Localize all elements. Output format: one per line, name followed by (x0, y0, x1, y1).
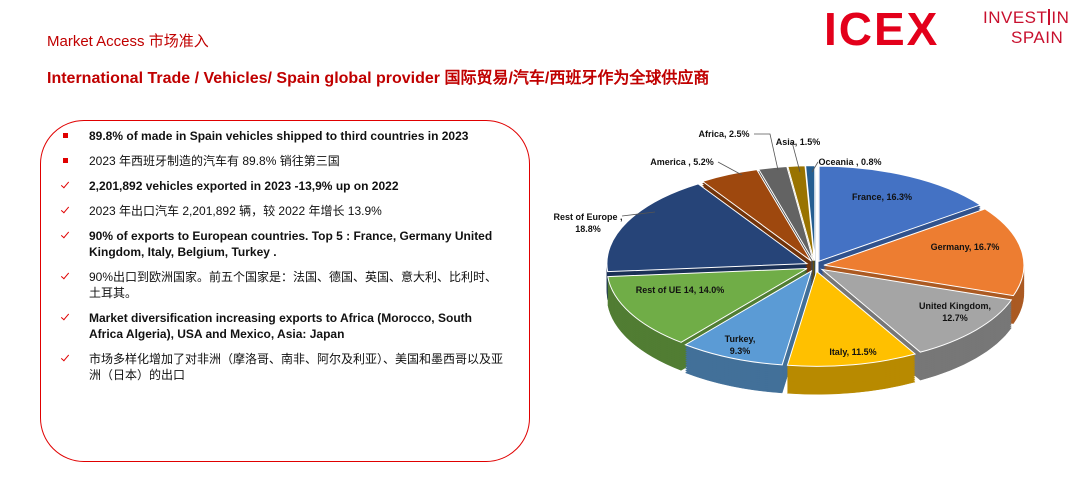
logo-spain: SPAIN (1011, 28, 1064, 47)
leader-line (754, 133, 779, 171)
slice-label: Africa, 2.5% (698, 129, 750, 139)
bullet-item: 90% of exports to European countries. To… (62, 228, 507, 260)
logo-in: IN (1051, 8, 1070, 27)
bullet-item: 市场多样化增加了对非洲（摩洛哥、南非、阿尔及利亚）、美国和墨西哥以及亚洲（日本）… (62, 351, 507, 383)
leader-line (811, 161, 819, 173)
slice-label: Asia, 1.5% (775, 137, 821, 147)
bullet-item: 89.8% of made in Spain vehicles shipped … (62, 128, 507, 144)
slide-title: International Trade / Vehicles/ Spain gl… (47, 70, 710, 87)
invest-in-spain-logo: INVEST IN SPAIN (983, 8, 1069, 48)
slice-label: Oceania , 0.8% (818, 157, 882, 167)
slice (606, 183, 809, 273)
logo-invest: INVEST (983, 8, 1048, 27)
slice (787, 165, 815, 261)
leader-line (621, 211, 656, 217)
leader-line (717, 161, 743, 176)
slice (818, 165, 982, 262)
leader-line (791, 141, 801, 173)
slice (805, 165, 816, 261)
slice (786, 270, 917, 367)
slice-label: France, 16.3% (851, 192, 913, 202)
slice (757, 166, 814, 261)
leader-lines (621, 133, 819, 217)
slice (823, 208, 1025, 297)
slice-label: Rest of UE 14, 14.0% (635, 285, 725, 295)
section-title: Market Access 市场准入 (47, 33, 209, 50)
slice (684, 269, 813, 366)
bullet-item: 2023 年出口汽车 2,201,892 辆，较 2022 年增长 13.9% (62, 203, 507, 219)
bullet-item: 2,201,892 vehicles exported in 2023 -13,… (62, 178, 507, 194)
bullet-item: 90%出口到欧洲国家。前五个国家是：法国、德国、英国、意大利、比利时、土耳其。 (62, 269, 507, 301)
bullet-box (40, 120, 530, 462)
slice-label: Turkey, 9.3% (724, 334, 756, 356)
slice-label: United Kingdom, 12.7% (919, 301, 991, 323)
slice-label: America , 5.2% (650, 157, 714, 167)
bullet-item: Market diversification increasing export… (62, 310, 507, 342)
slice (607, 268, 808, 343)
bullet-list: 89.8% of made in Spain vehicles shipped … (62, 128, 507, 392)
slice-label: Italy, 11.5% (829, 347, 877, 357)
logo-bar (1048, 9, 1051, 25)
slice (701, 169, 812, 262)
icex-logo: ICEX (824, 3, 940, 55)
slice-label: Germany, 16.7% (930, 242, 1000, 252)
slice-label: Rest of Europe , 18.8% (553, 212, 623, 234)
slice (820, 268, 1013, 353)
bullet-item: 2023 年西班牙制造的汽车有 89.8% 销往第三国 (62, 153, 507, 169)
